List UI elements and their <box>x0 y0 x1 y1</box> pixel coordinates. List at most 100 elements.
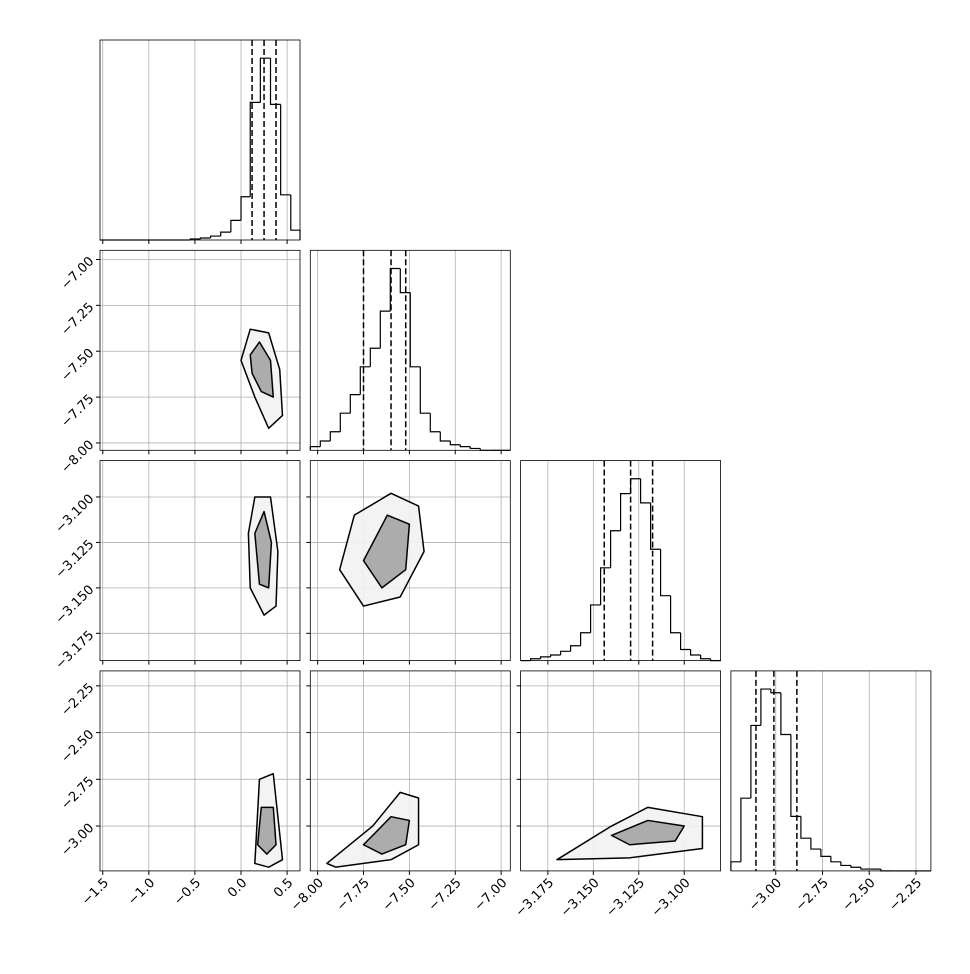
histogram-bin <box>199 237 211 240</box>
histogram-bin <box>389 267 401 312</box>
histogram-bin <box>449 441 461 446</box>
panel-frame <box>309 249 511 451</box>
contour <box>256 806 277 855</box>
x-tick-label: −7.75 <box>334 876 373 915</box>
histogram-bin <box>570 645 581 652</box>
histogram-bin <box>259 57 271 103</box>
y-tick-label: −2.25 <box>59 681 98 720</box>
histogram-bin <box>439 431 451 442</box>
histogram-bin <box>640 478 651 504</box>
x-tick-label: −8.00 <box>288 876 327 915</box>
y-tick-label: −8.00 <box>59 438 98 477</box>
histogram-bin <box>650 502 661 550</box>
y-tick-label: −3.100 <box>53 492 98 537</box>
histogram-bin <box>369 347 381 367</box>
histogram-bin <box>469 446 481 450</box>
histogram-bin <box>700 655 711 660</box>
panel-frame <box>99 39 301 241</box>
contour <box>249 341 275 398</box>
histogram-bin <box>750 724 761 799</box>
histogram-bin <box>740 797 751 862</box>
x-tick-label: −3.125 <box>603 876 648 921</box>
panel-frame <box>520 670 721 872</box>
x-tick-label: −2.25 <box>886 876 925 915</box>
histogram-bin <box>269 58 281 105</box>
histogram-bin <box>770 689 781 694</box>
x-tick-label: 0.5 <box>271 876 296 901</box>
histogram-bin <box>670 595 681 634</box>
histogram-bin <box>319 440 331 447</box>
x-tick-label: −2.75 <box>793 876 832 915</box>
histogram-bin <box>730 861 741 871</box>
histogram-bin <box>249 101 261 197</box>
y-tick-label: −3.150 <box>53 583 98 628</box>
panel <box>306 460 511 665</box>
y-tick-label: −7.00 <box>59 254 98 293</box>
y-tick-label: −3.125 <box>53 537 98 582</box>
histogram-bin <box>399 268 411 294</box>
histogram-bin <box>429 413 441 433</box>
panel-frame <box>730 670 932 872</box>
x-tick-label: −3.100 <box>649 876 694 921</box>
histogram-bin <box>339 412 351 432</box>
histogram-bin <box>309 445 321 451</box>
contour <box>362 815 411 855</box>
y-tick-label: −2.75 <box>59 774 98 813</box>
histogram-bin <box>220 231 231 237</box>
histogram-bin <box>280 104 291 196</box>
panel: −3.00 −2.75 −2.50 −2.25 −1.5 −1.0 −0.5 0.0 0.5 <box>59 670 301 909</box>
histogram-bin <box>810 838 821 850</box>
panel: −3.00 −2.75 −2.50 −2.25 <box>730 670 932 915</box>
histogram-bin <box>379 310 391 349</box>
histogram-bin <box>860 867 871 870</box>
contour <box>254 510 273 589</box>
histogram-bin <box>610 530 621 568</box>
panel-frame <box>99 249 301 451</box>
panel-frame <box>309 460 511 662</box>
histogram-bin <box>840 861 851 867</box>
histogram-bin <box>550 654 561 657</box>
histogram-bin <box>240 196 251 221</box>
x-tick-label: 0.0 <box>225 876 250 901</box>
y-tick-label: −3.175 <box>53 628 98 673</box>
panel: −8.00−7.75−7.50−7.25−7.00 <box>288 670 511 915</box>
histogram-bin <box>560 650 571 656</box>
x-tick-label: −1.5 <box>79 876 112 909</box>
x-tick-label: −3.00 <box>746 876 785 915</box>
histogram-bin <box>209 235 221 239</box>
histogram-bin <box>290 194 301 240</box>
x-tick-label: −7.50 <box>380 876 419 915</box>
panel: −8.00−7.75−7.50−7.25−7.00 <box>59 249 301 477</box>
x-tick-label: −0.5 <box>171 876 204 909</box>
x-tick-label: −1.0 <box>125 876 158 909</box>
histogram-bin <box>690 649 701 656</box>
x-tick-label: −7.25 <box>426 876 465 915</box>
histogram-bin <box>680 632 691 651</box>
histogram-bin <box>409 292 421 368</box>
histogram-bin <box>590 604 601 633</box>
histogram-bin <box>780 692 791 736</box>
panel <box>309 249 511 455</box>
histogram-bin <box>830 856 841 863</box>
y-tick-label: −7.25 <box>59 300 98 339</box>
contour <box>362 514 411 589</box>
panel <box>99 39 301 244</box>
histogram-bin <box>820 849 831 857</box>
panel: −3.175−3.150−3.125−3.100 <box>513 670 721 921</box>
histogram-bin <box>790 734 801 817</box>
x-tick-label: −7.00 <box>472 876 511 915</box>
histogram-bin <box>230 219 242 233</box>
histogram-bin <box>540 656 551 659</box>
histogram-bin <box>850 865 861 868</box>
histogram-bin <box>329 431 341 442</box>
panel-frame <box>99 460 301 662</box>
histogram-bin <box>600 567 611 605</box>
panel-frame <box>520 460 721 662</box>
y-tick-label: −2.50 <box>59 727 98 766</box>
contour <box>610 819 685 846</box>
histogram-bin <box>580 632 591 646</box>
histogram-bin <box>620 493 631 531</box>
histogram-bin <box>800 816 811 839</box>
histogram-bin <box>760 688 771 726</box>
